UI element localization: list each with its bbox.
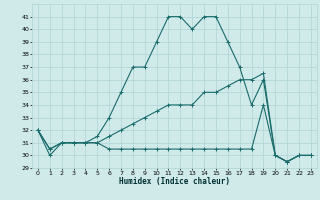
X-axis label: Humidex (Indice chaleur): Humidex (Indice chaleur) [119,177,230,186]
